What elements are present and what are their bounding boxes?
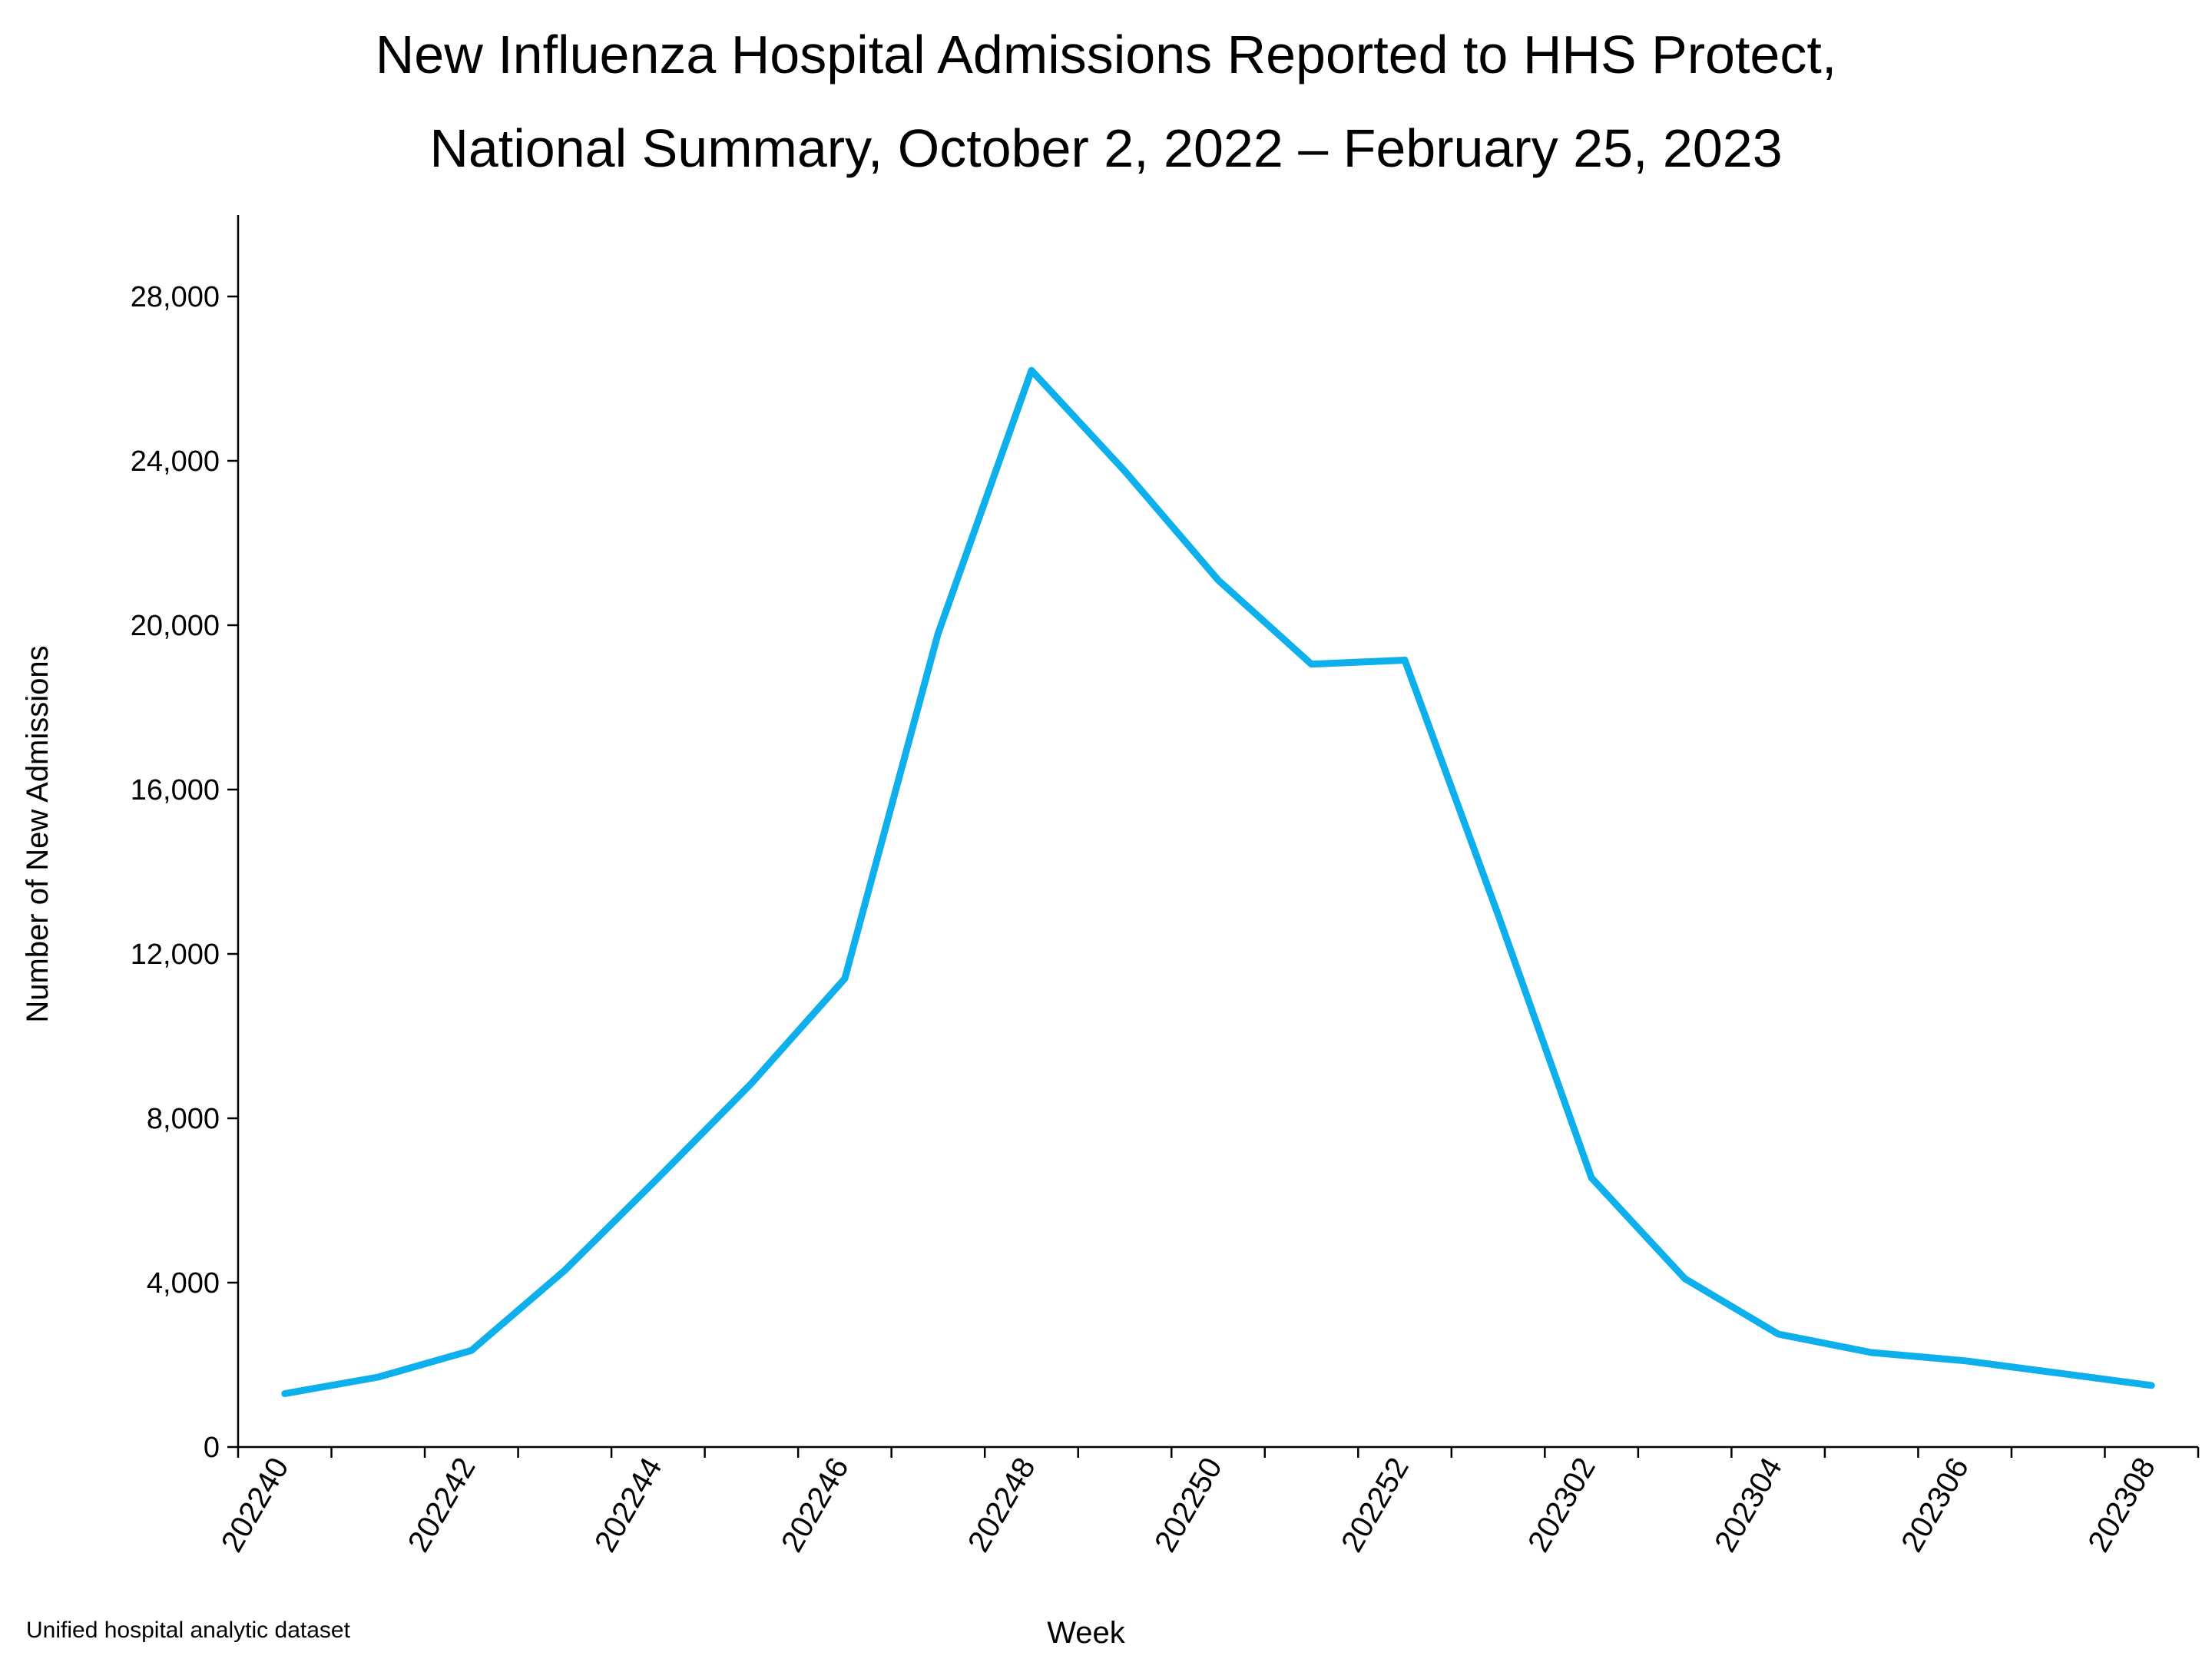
chart-title-line-2: National Summary, October 2, 2022 – Febr… [429,118,1783,178]
x-tick-label: 202242 [402,1452,482,1558]
x-tick-label: 202306 [1895,1452,1975,1558]
y-tick-label: 12,000 [131,939,220,971]
y-axis-ticks: 0 4,000 8,000 12,000 16,000 20,000 24,000 28,00… [131,281,238,1464]
x-axis-label: Week [1047,1616,1125,1650]
x-tick-label: 202240 [215,1452,296,1558]
x-tick-label: 202244 [588,1452,669,1558]
y-tick-label: 28,000 [131,281,220,313]
x-axis-ticks: 202240 202242 202244 202246 202248 202250 2022… [215,1447,2200,1558]
x-tick-label: 202304 [1708,1452,1789,1558]
x-tick-label: 202252 [1335,1452,1416,1558]
y-axis-label: Number of New Admissions [21,645,55,1022]
x-tick-label: 202302 [1522,1452,1602,1558]
chart-title-line-1: New Influenza Hospital Admissions Report… [375,25,1837,84]
series-group [281,366,2155,1397]
data-source-note: Unified hospital analytic dataset [26,1618,350,1643]
chart-axes [237,215,2198,1449]
y-tick-label: 8,000 [147,1103,220,1135]
series-line [281,366,2155,1397]
x-tick-label: 202308 [2081,1452,2162,1558]
y-tick-label: 24,000 [131,445,220,478]
x-tick-label: 202248 [962,1452,1042,1558]
y-tick-label: 0 [204,1432,220,1464]
y-tick-label: 20,000 [131,610,220,642]
x-tick-label: 202246 [775,1452,856,1558]
y-tick-label: 16,000 [131,774,220,806]
x-tick-label: 202250 [1148,1452,1229,1558]
y-tick-label: 4,000 [147,1267,220,1300]
